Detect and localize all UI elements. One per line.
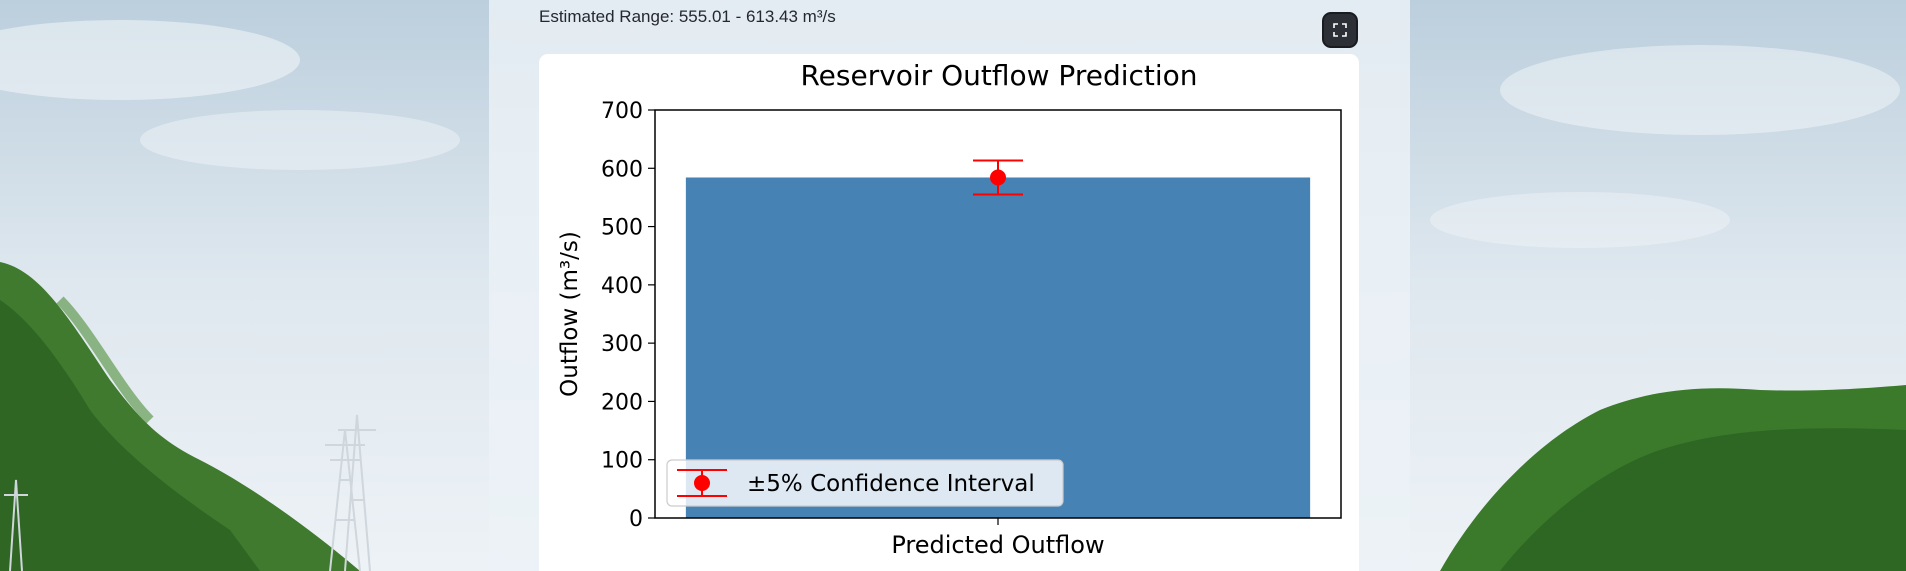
error-point [990,169,1006,186]
plot-frame [654,109,1342,519]
y-tick-label-3: 300 [601,332,643,357]
y-tick-label-5: 500 [601,216,643,241]
y-tick-label-6: 600 [601,157,643,182]
fullscreen-expand-icon [1333,23,1347,37]
estimated-range-text: Estimated Range: 555.01 - 613.43 m³/s [539,7,836,26]
y-tick-label-1: 100 [601,449,643,474]
legend-marker-point [694,475,710,491]
fullscreen-button[interactable] [1322,12,1358,48]
legend-box [666,459,1064,507]
y-tick-label-0: 0 [629,507,643,532]
y-tick-label-2: 200 [601,390,643,415]
x-tick-label-0: Predicted Outflow [891,531,1104,559]
plot-area: Predicted Outflow 0 100 200 300 400 500 600 700 O… [557,99,1342,559]
y-axis-label: Outflow (m³/s) [557,231,583,397]
legend-label: ±5% Confidence Interval [747,471,1035,497]
y-tick-label-7: 700 [601,99,643,124]
chart-container: Reservoir Outflow Prediction Predicted O… [539,54,1359,571]
outflow-chart: Reservoir Outflow Prediction Predicted O… [557,59,1342,559]
chart-title: Reservoir Outflow Prediction [800,59,1197,92]
y-tick-label-4: 400 [601,274,643,299]
